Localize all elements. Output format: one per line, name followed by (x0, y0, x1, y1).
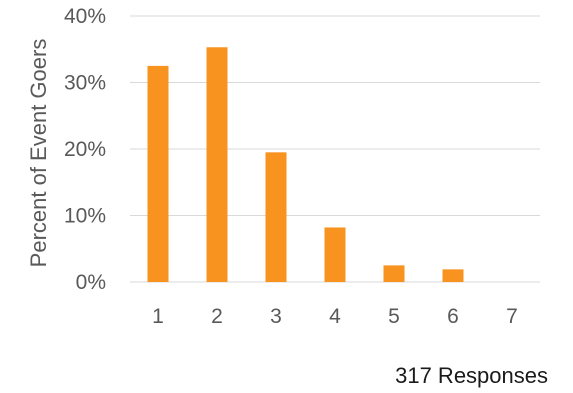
bar (147, 65, 169, 282)
response-count: 317 Responses (395, 363, 548, 388)
y-tick-label: 10% (64, 205, 106, 228)
x-tick-label: 2 (211, 305, 223, 328)
x-tick-label: 5 (388, 305, 400, 328)
bar (442, 269, 464, 282)
gridlines (130, 15, 540, 283)
bars (147, 47, 464, 282)
y-tick-label: 0% (76, 271, 106, 294)
x-tick-label: 6 (447, 305, 459, 328)
bar (206, 47, 228, 282)
x-tick-label: 4 (329, 305, 341, 328)
y-tick-labels: 0% 10% 20% 30% 40% (64, 5, 106, 294)
x-tick-label: 1 (152, 305, 164, 328)
bar (383, 265, 405, 282)
y-tick-label: 30% (64, 72, 106, 95)
bar (324, 227, 346, 282)
bar (265, 152, 287, 282)
y-tick-label: 20% (64, 138, 106, 161)
y-axis-title: Percent of Event Goers (26, 39, 51, 268)
x-tick-label: 7 (506, 305, 518, 328)
y-tick-label: 40% (64, 5, 106, 28)
x-tick-labels: 1 2 3 4 5 6 7 (152, 305, 518, 328)
x-tick-label: 3 (270, 305, 282, 328)
